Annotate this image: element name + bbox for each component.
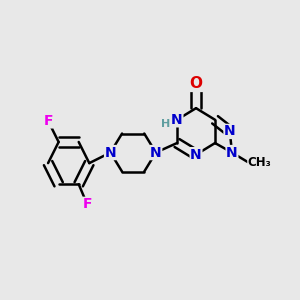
Text: N: N [224,124,236,138]
Text: F: F [43,114,53,128]
Text: F: F [82,197,92,211]
Text: N: N [105,146,116,160]
Text: N: N [190,148,202,162]
Text: N: N [226,146,238,160]
Text: H: H [161,118,170,129]
Text: O: O [190,76,202,92]
Text: N: N [150,146,162,160]
Text: N: N [171,113,183,127]
Text: CH₃: CH₃ [248,156,272,169]
